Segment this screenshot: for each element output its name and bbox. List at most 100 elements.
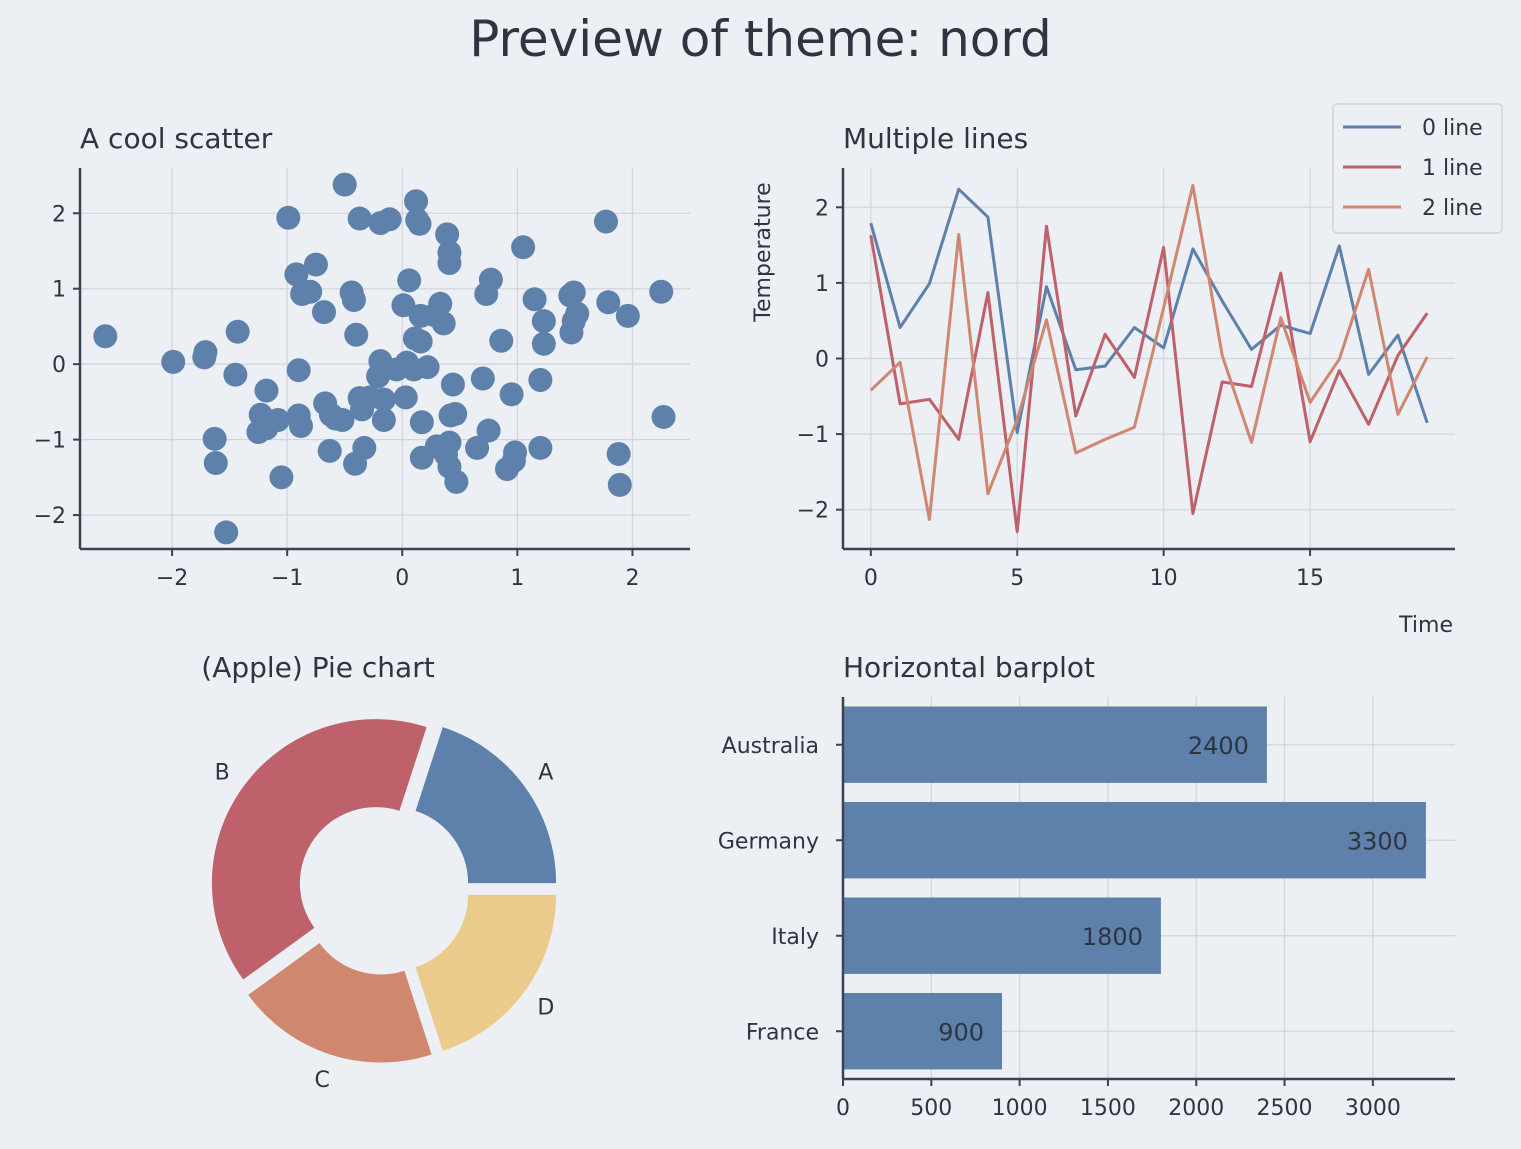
bar-value-label: 1800	[1082, 923, 1143, 951]
scatter-point	[435, 222, 460, 247]
pie-chart: A B C D (Apple) Pie chart	[201, 651, 557, 1093]
x-tick-label: 1	[510, 566, 524, 591]
scatter-point	[203, 450, 228, 475]
scatter-point	[161, 349, 186, 374]
bar-value-label: 900	[938, 1018, 984, 1046]
scatter-point	[288, 414, 313, 439]
pie-slice	[415, 894, 557, 1051]
scatter-point	[561, 280, 586, 305]
pie-slice-label: A	[538, 760, 553, 785]
scatter-point	[404, 189, 429, 214]
scatter-point	[391, 293, 416, 318]
scatter-point	[615, 303, 640, 328]
x-tick-label: 0	[864, 566, 878, 591]
scatter-point	[377, 207, 402, 232]
scatter-point	[312, 300, 336, 325]
y-tick-label: −1	[34, 429, 66, 454]
x-tick-label: 500	[910, 1096, 952, 1121]
x-tick-label: 2000	[1168, 1096, 1224, 1121]
pie-slice-label: D	[537, 996, 554, 1021]
y-tick-label: 2	[815, 196, 829, 221]
scatter-point	[332, 172, 357, 197]
scatter-point	[193, 340, 218, 365]
scatter-point	[443, 401, 468, 426]
x-tick-label: 1000	[992, 1096, 1048, 1121]
scatter-point	[437, 251, 462, 276]
x-tick-label: 3000	[1345, 1096, 1401, 1121]
scatter-point	[317, 438, 342, 463]
scatter-point	[649, 279, 674, 304]
legend-label: 0 line	[1422, 116, 1483, 141]
x-tick-label: 1500	[1080, 1096, 1136, 1121]
scatter-point	[511, 235, 536, 260]
legend-label: 2 line	[1422, 196, 1483, 221]
scatter-point	[522, 287, 547, 312]
scatter-point	[347, 206, 372, 231]
y-tick-label: 1	[52, 278, 66, 303]
scatter-point	[286, 358, 311, 383]
y-tick-label: 1	[815, 272, 829, 297]
scatter-point	[393, 385, 418, 410]
scatter-point	[606, 441, 631, 466]
bar	[843, 706, 1267, 783]
pie-slice-label: C	[315, 1068, 330, 1093]
y-tick-label: Italy	[771, 925, 819, 950]
pie-slice	[248, 943, 432, 1063]
y-axis-label: Temperature	[751, 182, 776, 322]
scatter-point	[223, 362, 248, 387]
scatter-point	[465, 435, 490, 460]
scatter-point	[284, 262, 309, 287]
scatter-point	[303, 252, 328, 277]
scatter-point	[415, 355, 440, 380]
x-tick-label: 10	[1150, 566, 1178, 591]
pie-slice	[211, 719, 427, 980]
x-axis-label: Time	[1398, 613, 1453, 638]
y-tick-label: Germany	[718, 829, 819, 854]
scatter-point	[607, 472, 632, 497]
scatter-point	[366, 364, 391, 389]
scatter-point	[528, 435, 553, 460]
y-tick-label: 2	[52, 202, 66, 227]
scatter-point	[503, 440, 528, 465]
scatter-point	[470, 366, 495, 391]
y-tick-label: 0	[52, 353, 66, 378]
scatter-point	[489, 328, 514, 353]
x-tick-label: 2500	[1257, 1096, 1313, 1121]
scatter-point	[409, 410, 434, 435]
y-tick-label: −1	[797, 423, 829, 448]
series-line	[869, 187, 1429, 435]
bar-chart: 0 500 1000 1500 2000 2500 3000 900 France 1800 Ita…	[718, 651, 1455, 1121]
scatter-point	[352, 435, 377, 460]
y-tick-label: 0	[815, 348, 829, 373]
series-line	[869, 183, 1429, 521]
x-tick-label: 0	[836, 1096, 850, 1121]
bar-value-label: 3300	[1347, 827, 1408, 855]
scatter-point	[397, 268, 422, 293]
x-tick-label: 5	[1010, 566, 1024, 591]
scatter-title: A cool scatter	[80, 122, 273, 155]
scatter-point	[371, 387, 396, 412]
scatter-chart: −2 −1 0 1 2 −2 −1 0 1 2 A cool scatter	[34, 122, 690, 591]
scatter-point	[499, 382, 524, 407]
scatter-point	[440, 372, 465, 397]
legend-label: 1 line	[1422, 156, 1483, 181]
line-chart-title: Multiple lines	[843, 122, 1028, 155]
scatter-point	[431, 311, 456, 336]
pie-slice-label: B	[215, 760, 230, 785]
y-tick-label: −2	[34, 504, 66, 529]
x-tick-label: 2	[625, 566, 639, 591]
scatter-point	[476, 418, 501, 443]
line-chart: 0 5 10 15 −2 −1 0 1 2 Multiple lines Time Temperatu…	[751, 103, 1503, 638]
scatter-point	[651, 404, 676, 429]
legend-box	[1332, 103, 1503, 234]
bar	[843, 897, 1161, 974]
bar	[843, 993, 1002, 1070]
scatter-point	[478, 267, 503, 292]
scatter-point	[265, 407, 290, 432]
bar-chart-title: Horizontal barplot	[843, 651, 1095, 684]
scatter-point	[528, 368, 553, 393]
scatter-point	[254, 378, 279, 403]
scatter-point	[202, 426, 227, 451]
scatter-point	[214, 520, 239, 545]
scatter-point	[531, 331, 556, 356]
